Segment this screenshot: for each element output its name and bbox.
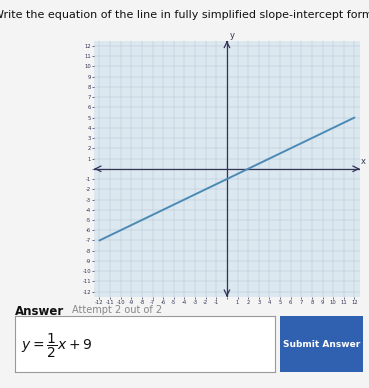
Text: Submit Answer: Submit Answer <box>283 340 361 349</box>
Text: x: x <box>361 157 366 166</box>
Text: Write the equation of the line in fully simplified slope-intercept form.: Write the equation of the line in fully … <box>0 10 369 20</box>
Text: Answer: Answer <box>15 305 64 318</box>
Text: $y = \dfrac{1}{2}x + 9$: $y = \dfrac{1}{2}x + 9$ <box>21 331 93 360</box>
Text: y: y <box>230 31 235 40</box>
Text: Attempt 2 out of 2: Attempt 2 out of 2 <box>72 305 162 315</box>
